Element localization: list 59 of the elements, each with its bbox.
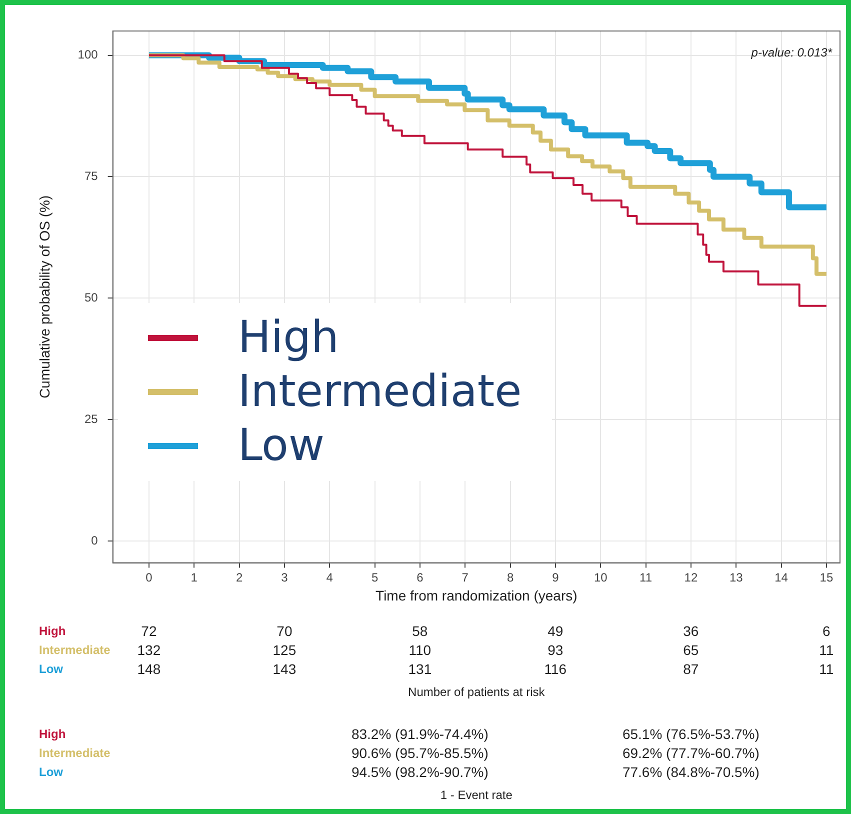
text: 131 xyxy=(408,661,432,677)
text: 83.2% (91.9%-74.4%) xyxy=(351,726,488,742)
y-tick-label: 50 xyxy=(84,290,98,304)
x-tick-label: 7 xyxy=(462,570,469,584)
text: Low xyxy=(39,662,63,676)
text: Intermediate xyxy=(39,746,110,760)
text: 94.5% (98.2%-90.7%) xyxy=(351,764,488,780)
x-tick-label: 6 xyxy=(416,570,424,584)
text: 143 xyxy=(272,661,296,677)
x-tick-label: 8 xyxy=(506,570,514,584)
x-tick-label: 5 xyxy=(371,570,378,584)
text: 65 xyxy=(683,642,699,658)
legend-label: Low xyxy=(238,418,324,473)
y-tick-label: 0 xyxy=(91,533,98,548)
text: 70 xyxy=(276,623,292,639)
x-tick-label: 10 xyxy=(594,570,608,584)
x-tick-label: 14 xyxy=(774,570,788,584)
x-tick-label: 2 xyxy=(236,570,243,584)
text: 49 xyxy=(548,623,564,639)
text: 125 xyxy=(272,642,296,658)
text: 11 xyxy=(819,661,834,677)
y-tick-label: 100 xyxy=(78,48,98,62)
x-tick-label: 9 xyxy=(552,570,560,584)
y-axis-title: Cumulative probability of OS (%) xyxy=(36,195,52,398)
text: 90.6% (95.7%-85.5%) xyxy=(351,745,488,761)
text: 93 xyxy=(548,642,564,658)
x-tick-label: 11 xyxy=(640,570,652,584)
text: 116 xyxy=(544,661,567,677)
text: 77.6% (84.8%-70.5%) xyxy=(622,764,760,780)
text: 69.2% (77.7%-60.7%) xyxy=(622,745,760,761)
text: 110 xyxy=(408,642,432,658)
text: 72 xyxy=(141,623,157,639)
text: 1 - Event rate xyxy=(440,788,512,802)
x-tick-label: 12 xyxy=(684,570,698,584)
x-tick-label: 0 xyxy=(146,570,153,584)
text: 87 xyxy=(683,661,699,677)
x-tick-label: 15 xyxy=(820,570,834,584)
text: 58 xyxy=(412,623,428,639)
y-tick-label: 75 xyxy=(84,169,98,184)
y-tick-label: 25 xyxy=(84,412,98,426)
text: 148 xyxy=(137,661,161,677)
text: Low xyxy=(39,765,63,779)
text: 11 xyxy=(819,642,834,658)
text: Intermediate xyxy=(39,643,110,657)
x-tick-label: 1 xyxy=(190,570,198,584)
text: 65.1% (76.5%-53.7%) xyxy=(622,726,760,742)
text: High xyxy=(39,727,66,741)
legend-label: Intermediate xyxy=(238,364,522,419)
x-tick-label: 4 xyxy=(326,570,334,584)
x-tick-label: 3 xyxy=(281,570,288,584)
annotation: p-value: 0.013* xyxy=(750,45,832,60)
x-tick-label: 13 xyxy=(729,570,744,584)
text: 6 xyxy=(822,623,830,639)
x-axis-title: Time from randomization (years) xyxy=(376,587,578,604)
text: 36 xyxy=(683,623,699,639)
text: 132 xyxy=(137,642,161,658)
text: Number of patients at risk xyxy=(408,685,545,699)
legend-label: High xyxy=(238,310,339,365)
text: High xyxy=(39,624,66,638)
